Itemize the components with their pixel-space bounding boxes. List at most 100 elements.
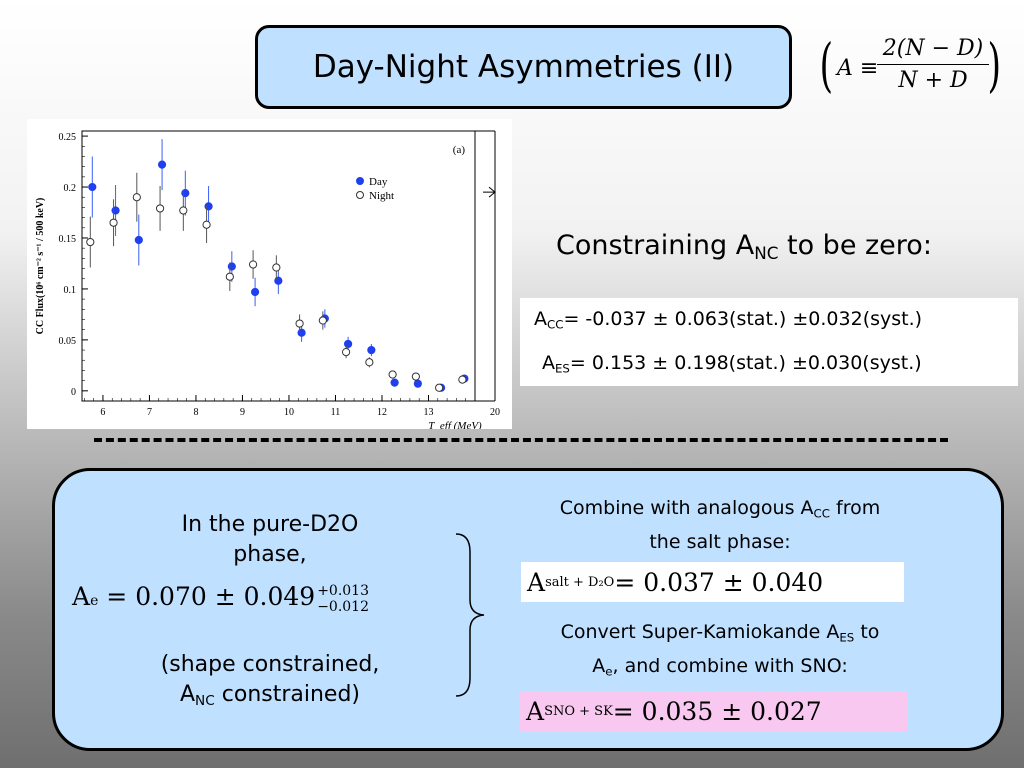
night-point	[132, 193, 141, 202]
x-tick-label: 7	[147, 407, 152, 418]
panel-label: (a)	[453, 144, 466, 156]
ae-body: = 0.070 ± 0.049	[98, 582, 316, 611]
day-point	[181, 189, 190, 198]
salt-eq-sub: salt + D₂O	[545, 574, 615, 590]
asymmetry-values-box: ACC= -0.037 ± 0.063(stat.) ±0.032(syst.)…	[520, 298, 1018, 386]
cc-flux-chart: 0 0.05 0.1 0.15 0.2 0.25 6 7 8 9 10 11 12 13 20 T_eff (…	[27, 119, 512, 429]
convert-line2-a: A	[592, 654, 606, 677]
night-point	[86, 237, 95, 247]
day-point	[250, 287, 260, 297]
x-tick-label: 20	[490, 407, 500, 418]
y-tick-label: 0.2	[64, 183, 77, 194]
acc-value: = -0.037 ± 0.063(stat.) ±0.032(syst.)	[563, 308, 923, 330]
convert-sub: ES	[839, 630, 855, 645]
day-point	[390, 378, 399, 387]
day-point	[88, 182, 97, 192]
x-tick-label: 10	[284, 407, 294, 418]
pure-d2o-line1: In the pure-D2O	[181, 512, 359, 537]
day-point	[111, 206, 120, 215]
legend-entry: Night	[369, 190, 394, 202]
day-point	[227, 262, 236, 271]
x-axis-label: T_eff (MeV)	[428, 420, 482, 429]
day-point	[157, 160, 167, 169]
night-point	[295, 319, 304, 328]
night-point	[225, 272, 234, 281]
convert-line2-b: , and combine with SNO:	[612, 654, 848, 677]
acc-label: A	[534, 308, 547, 330]
y-tick-label: 0.05	[59, 336, 77, 347]
plot-frame	[81, 130, 476, 402]
combine-sub: CC	[813, 506, 830, 521]
pure-d2o-line2: phase,	[233, 542, 307, 567]
convert-line2: Ae, and combine with SNO:	[510, 652, 930, 686]
convert-a: Convert Super-Kamiokande A	[560, 621, 840, 643]
night-point	[179, 206, 188, 215]
note-line2-a: A	[179, 682, 196, 707]
sno-eq-sub: SNO + SK	[544, 703, 613, 719]
x-tick-label: 8	[193, 407, 198, 418]
convert-b: to	[854, 621, 880, 643]
sno-eq-lhs: A	[526, 696, 545, 726]
night-point	[411, 372, 420, 381]
day-point	[274, 276, 283, 285]
aes-value: = 0.153 ± 0.198(stat.) ±0.030(syst.)	[569, 352, 922, 374]
aes-sub: ES	[555, 361, 570, 376]
convert-line2-sub: e	[605, 664, 613, 679]
dashed-separator	[94, 438, 948, 442]
ae-equation: Ae = 0.070 ± 0.049 +0.013 −0.012	[72, 582, 452, 630]
night-point	[342, 347, 351, 357]
day-point	[204, 202, 213, 211]
right-paren: )	[987, 31, 1002, 99]
y-tick-label: 0	[71, 387, 76, 398]
night-point	[388, 370, 397, 379]
day-point	[297, 328, 306, 337]
night-point	[458, 375, 467, 384]
combine-line2: the salt phase:	[649, 530, 791, 553]
y-tick-label: 0.1	[64, 285, 77, 296]
day-point	[413, 379, 422, 388]
x-tick-label: 12	[377, 407, 387, 418]
combine-text: Combine with analogous ACC from the salt…	[510, 494, 930, 556]
night-point	[155, 204, 165, 213]
salt-eq-body: = 0.037 ± 0.040	[614, 567, 824, 597]
legend-entry: Day	[369, 176, 388, 188]
asymmetry-definition: ( A ≡ 2(N − D) N + D )	[815, 34, 1002, 106]
night-point	[202, 220, 211, 229]
definition-numerator: 2(N − D)	[877, 36, 989, 65]
curly-brace	[455, 533, 485, 697]
pure-d2o-text: In the pure-D2O phase,	[110, 510, 430, 570]
legend-marker	[356, 191, 364, 199]
convert-line1: Convert Super-Kamiokande AES to	[510, 618, 930, 652]
aes-label: A	[542, 352, 555, 374]
sno-eq-body: = 0.035 ± 0.027	[612, 696, 822, 726]
acc-sub: CC	[547, 317, 564, 332]
ae-sup: +0.013	[317, 582, 369, 599]
ae-sub: −0.012	[317, 598, 369, 615]
day-point	[344, 339, 353, 349]
y-tick-label: 0.15	[59, 234, 77, 245]
night-point	[272, 263, 281, 272]
night-point	[318, 316, 327, 325]
combine-b: from	[829, 497, 881, 519]
constrain-heading-sub: NC	[754, 243, 779, 264]
x-tick-label: 6	[100, 407, 105, 418]
night-point	[365, 358, 374, 367]
day-point	[367, 345, 376, 355]
constrain-heading-a: Constraining A	[556, 230, 755, 261]
combine-line1: Combine with analogous ACC from	[510, 494, 930, 528]
legend-marker	[356, 177, 364, 185]
acc-row: ACC= -0.037 ± 0.063(stat.) ±0.032(syst.)	[534, 308, 922, 332]
night-point	[435, 383, 444, 392]
note-line1: (shape constrained,	[160, 652, 380, 677]
constrain-heading: Constraining ANC to be zero:	[556, 230, 932, 263]
y-tick-label: 0.25	[59, 132, 77, 143]
arrow-icon	[483, 186, 496, 198]
y-axis-label: CC Flux(10⁶ cm⁻² s⁻¹ / 500 keV)	[35, 198, 46, 335]
slide-title: Day-Night Asymmetries (II)	[255, 25, 792, 109]
definition-fraction: 2(N − D) N + D	[877, 36, 989, 93]
chart-svg: 0 0.05 0.1 0.15 0.2 0.25 6 7 8 9 10 11 12 13 20 T_eff (…	[35, 130, 500, 429]
night-point	[109, 218, 118, 227]
note-line2-b: constrained)	[214, 682, 361, 707]
ae-lhs-sub: e	[90, 593, 99, 609]
